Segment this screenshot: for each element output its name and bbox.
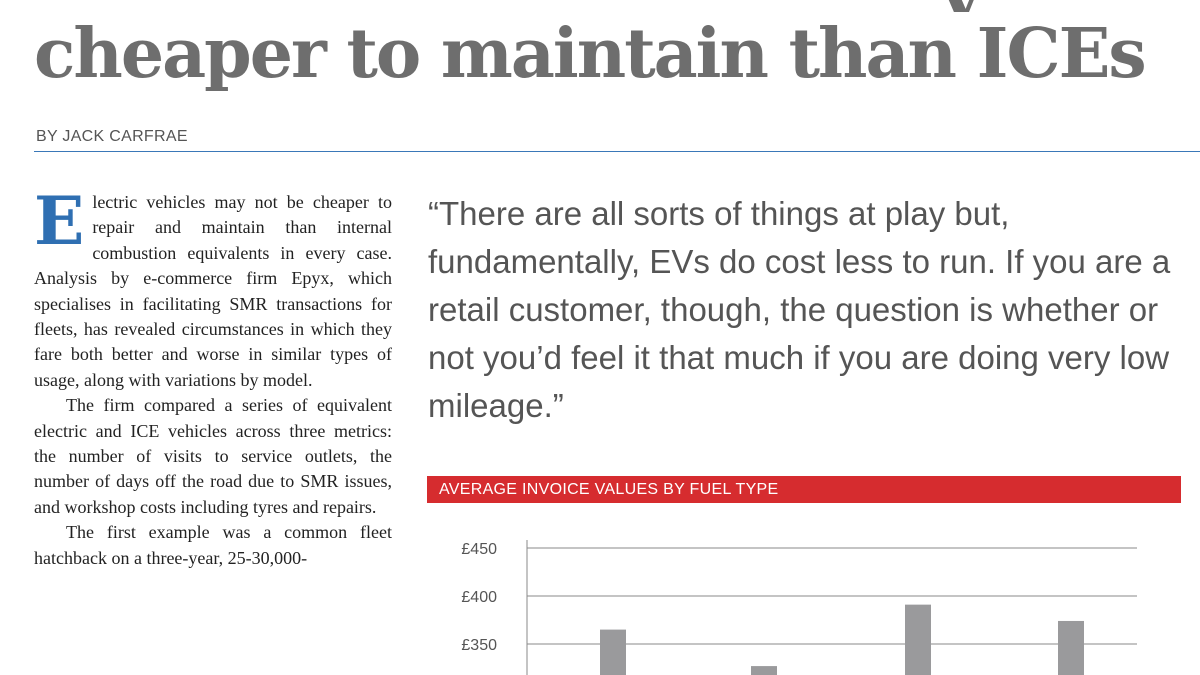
headline: cheaper to maintain than ICEs: [34, 14, 1147, 94]
bar-4: [1058, 620, 1084, 675]
chart-title-banner: AVERAGE INVOICE VALUES BY FUEL TYPE: [427, 476, 1181, 503]
bar-2: [751, 666, 777, 675]
body-paragraph-3: The first example was a common fleet hat…: [34, 522, 392, 568]
drop-cap: E: [34, 182, 85, 260]
body-paragraph-1-text: lectric vehicles may not be cheaper to r…: [34, 192, 392, 390]
chart-title: AVERAGE INVOICE VALUES BY FUEL TYPE: [439, 481, 779, 498]
headline-cut-glyph: y: [940, 0, 1000, 12]
body-paragraph-2: The firm compared a series of equivalent…: [34, 395, 392, 517]
pull-quote: “There are all sorts of things at play b…: [428, 195, 1171, 424]
y-tick-label: £400: [461, 589, 497, 606]
invoice-bar-chart: £450 £400 £350: [461, 540, 1137, 675]
header-rule: [34, 151, 1200, 152]
bar-3: [905, 604, 931, 675]
y-tick-label: £350: [461, 637, 497, 654]
bar-1: [600, 629, 626, 675]
byline: BY JACK CARFRAE: [36, 128, 188, 145]
y-tick-label: £450: [461, 541, 497, 558]
